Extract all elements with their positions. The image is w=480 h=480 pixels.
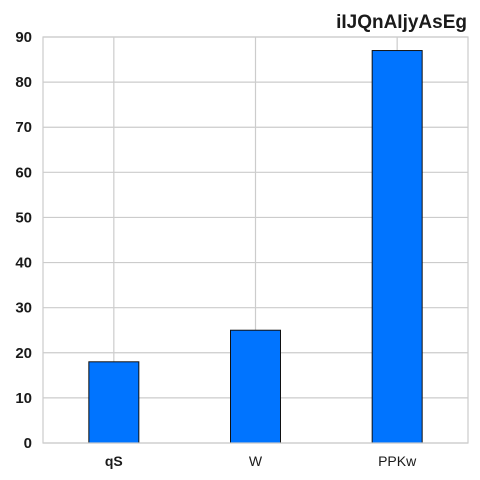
plot-area-border [42, 36, 469, 444]
y-tick-label: 70 [15, 119, 32, 136]
y-axis-ticks: 0 10 20 30 40 50 60 70 80 90 [15, 29, 32, 452]
y-tick-label: 30 [15, 300, 32, 317]
bar-ppkw [371, 50, 423, 444]
x-axis-ticks: qS W PPKw [105, 453, 417, 469]
y-tick-label: 40 [15, 255, 32, 272]
bar-w [230, 329, 281, 444]
x-tick-label: W [249, 453, 263, 469]
y-tick-label: 90 [15, 29, 32, 46]
y-tick-label: 50 [15, 209, 32, 226]
y-tick-label: 10 [15, 390, 32, 407]
bars [88, 50, 423, 444]
chart-title: iIJQnAIjyAsEg [336, 12, 467, 33]
x-tick-label: qS [105, 453, 123, 469]
y-tick-label: 80 [15, 74, 32, 91]
y-tick-label: 60 [15, 164, 32, 181]
bar-qs [88, 361, 140, 444]
y-tick-label: 20 [15, 345, 32, 362]
y-tick-label: 0 [24, 435, 32, 452]
x-tick-label: PPKw [378, 453, 417, 469]
